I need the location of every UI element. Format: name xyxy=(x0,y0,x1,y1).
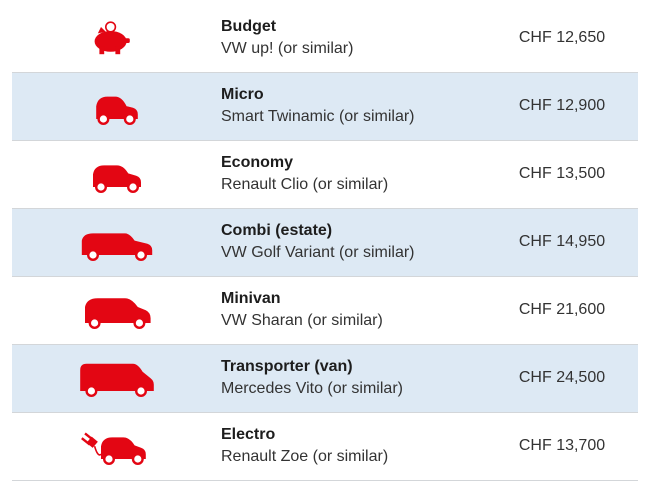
icon-graphic xyxy=(81,432,146,465)
model-name: Renault Clio (or similar) xyxy=(221,176,389,193)
vehicle-table: Budget VW up! (or similar) CHF 12,650 Micro… xyxy=(12,5,638,481)
model-name: VW Golf Variant (or similar) xyxy=(221,244,415,261)
table-row: Economy Renault Clio (or similar) CHF 13,5… xyxy=(12,141,638,209)
table-row: Minivan VW Sharan (or similar) CHF 21,600 xyxy=(12,277,638,345)
category-name: Economy xyxy=(221,154,294,171)
model-name: VW Sharan (or similar) xyxy=(221,312,383,329)
vehicle-icon xyxy=(77,86,157,128)
model-name: Smart Twinamic (or similar) xyxy=(221,108,415,125)
icon-graphic xyxy=(94,21,130,55)
icon-graphic xyxy=(93,165,141,193)
icon-graphic xyxy=(96,96,138,125)
price: CHF 14,950 xyxy=(518,233,606,250)
vehicle-icon xyxy=(77,358,157,400)
vehicle-icon xyxy=(77,154,157,196)
model-name: Renault Zoe (or similar) xyxy=(221,448,389,465)
icon-graphic xyxy=(81,233,153,261)
vehicle-icon xyxy=(77,290,157,332)
price: CHF 12,650 xyxy=(518,29,606,46)
price: CHF 21,600 xyxy=(518,301,606,318)
vehicle-icon xyxy=(77,18,157,60)
table-row: Combi (estate) VW Golf Variant (or simila… xyxy=(12,209,638,277)
table-row: Micro Smart Twinamic (or similar) CHF 12,9… xyxy=(12,73,638,141)
category-name: Combi (estate) xyxy=(221,222,333,239)
category-name: Micro xyxy=(221,86,264,103)
table-row: Transporter (van) Mercedes Vito (or simil… xyxy=(12,345,638,413)
table-row: Budget VW up! (or similar) CHF 12,650 xyxy=(12,5,638,73)
category-name: Budget xyxy=(221,18,277,35)
price: CHF 12,900 xyxy=(518,97,606,114)
price: CHF 24,500 xyxy=(518,369,606,386)
category-name: Transporter (van) xyxy=(221,358,353,375)
vehicle-icon xyxy=(77,426,157,468)
table-row: Electro Renault Zoe (or similar) CHF 13,70… xyxy=(12,413,638,481)
price: CHF 13,500 xyxy=(518,165,606,182)
model-name: VW up! (or similar) xyxy=(221,40,354,57)
category-name: Electro xyxy=(221,426,276,443)
icon-graphic xyxy=(80,363,154,397)
model-name: Mercedes Vito (or similar) xyxy=(221,380,403,397)
category-name: Minivan xyxy=(221,290,281,307)
vehicle-icon xyxy=(77,222,157,264)
icon-graphic xyxy=(85,298,151,329)
price: CHF 13,700 xyxy=(518,437,606,454)
